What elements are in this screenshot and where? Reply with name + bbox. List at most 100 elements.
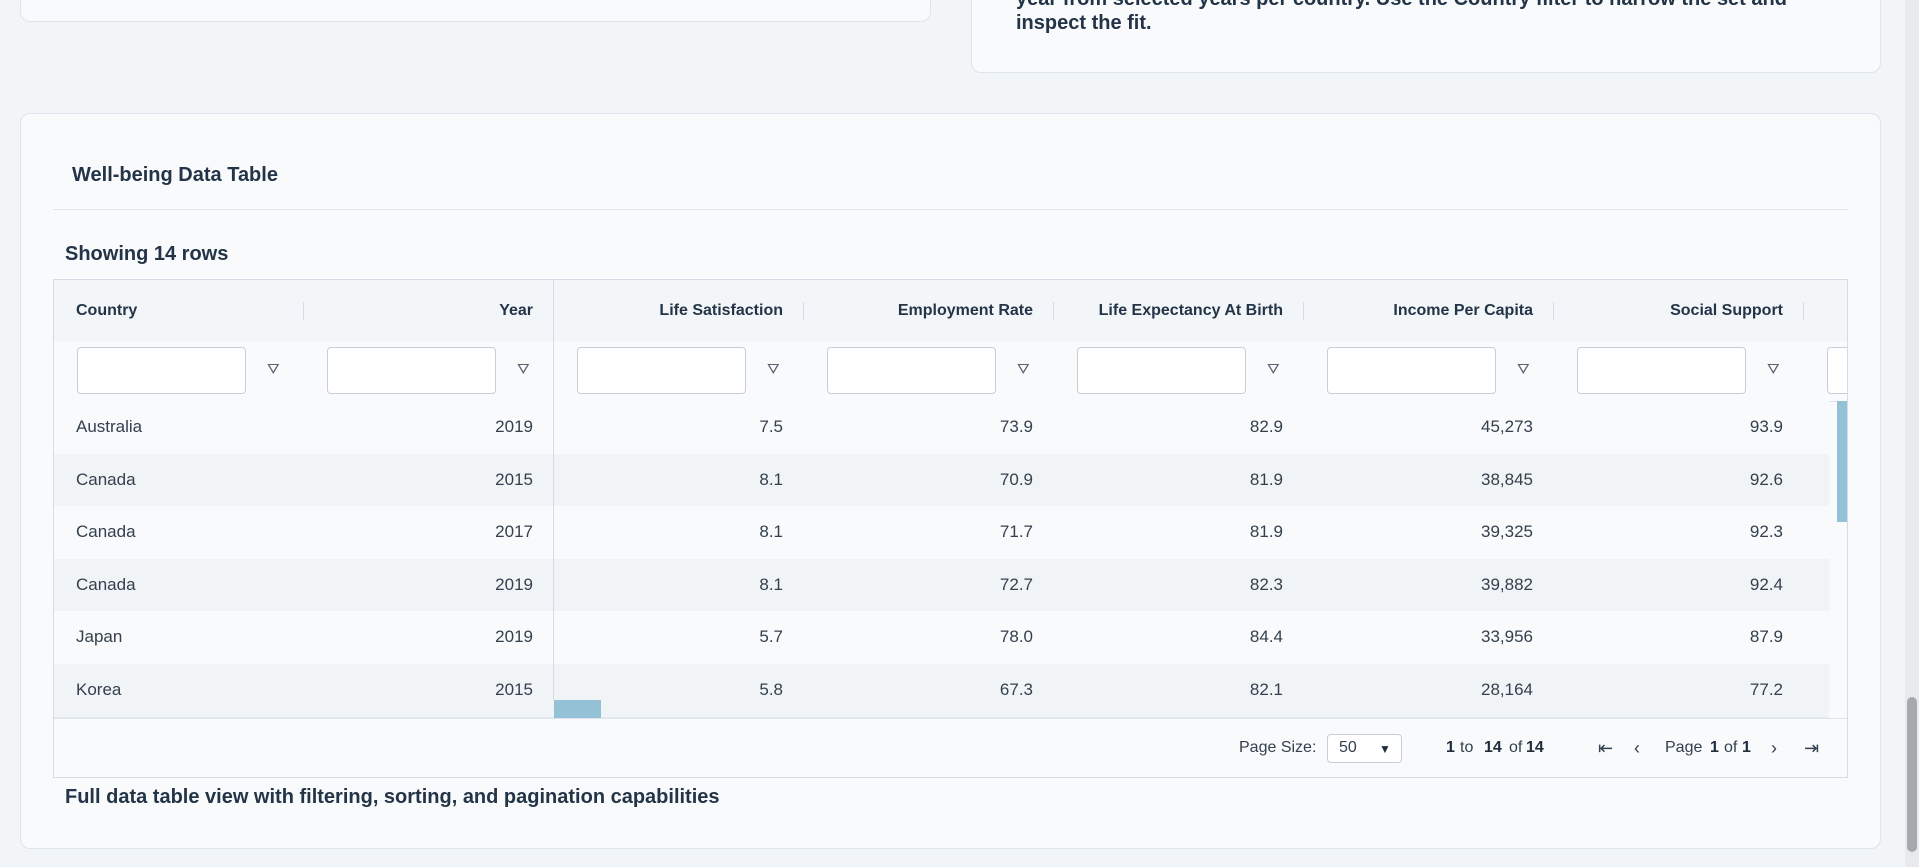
filter-icon[interactable]: ⛛ xyxy=(517,361,530,378)
cell: 8.1 xyxy=(759,469,783,489)
v-scroll-thumb[interactable] xyxy=(1837,401,1847,522)
column-separator xyxy=(1553,302,1554,320)
page-count: 1 xyxy=(1742,739,1751,756)
cell: 39,882 xyxy=(1481,574,1533,594)
column-header[interactable]: Life Satisfaction xyxy=(659,302,783,319)
cell: 28,164 xyxy=(1481,680,1533,699)
column-header[interactable]: Life Expectancy At Birth xyxy=(1098,302,1283,319)
range-of-word: of xyxy=(1509,739,1523,756)
filter-icon[interactable]: ⛛ xyxy=(267,361,280,378)
column-header[interactable]: Employment Rate xyxy=(897,302,1033,319)
cell: 87.9 xyxy=(1749,627,1783,647)
cell: 92.4 xyxy=(1749,574,1783,594)
cell: 39,325 xyxy=(1481,522,1533,542)
page-word: Page xyxy=(1665,739,1703,756)
cell: 2015 xyxy=(495,469,533,489)
pinned-divider xyxy=(553,280,554,700)
scroll-thumb[interactable] xyxy=(1907,697,1917,852)
filter-icon[interactable]: ⛛ xyxy=(1267,361,1280,378)
cell: 73.9 xyxy=(999,417,1033,436)
filter-input[interactable] xyxy=(327,347,496,394)
grid-body: Australia 2019 7.5 73.9 82.9 45,273 93.9 Canada… xyxy=(54,401,1829,700)
cell: Korea xyxy=(76,680,122,699)
cell: 81.9 xyxy=(1249,469,1283,489)
range-to: 14 xyxy=(1484,739,1502,756)
data-grid: Country ⛛ Year ⛛ Life Satisfaction ⛛ Employmen… xyxy=(53,279,1848,778)
filter-input[interactable] xyxy=(1077,347,1246,394)
row-count: Showing 14 rows xyxy=(65,243,229,265)
column-header[interactable]: Year xyxy=(499,302,533,319)
cell: 2019 xyxy=(495,627,533,647)
cell: 33,956 xyxy=(1481,627,1533,647)
intro-line: year from selected years per country. Us… xyxy=(1016,0,1787,11)
dropdown-arrow[interactable]: ▼ xyxy=(1379,742,1391,756)
cell: 82.1 xyxy=(1249,680,1283,699)
cell: 81.9 xyxy=(1249,522,1283,542)
pager-button[interactable]: ‹ xyxy=(1634,738,1640,758)
page-scrollbar[interactable] xyxy=(1905,0,1919,867)
column-header[interactable]: E xyxy=(1804,280,1847,341)
filter-icon[interactable]: ⛛ xyxy=(1017,361,1030,378)
cell: 2019 xyxy=(495,574,533,594)
cell: 70.9 xyxy=(999,469,1033,489)
row-bg xyxy=(54,401,1829,455)
cell: 72.7 xyxy=(999,574,1033,594)
cell: 5.7 xyxy=(759,627,783,647)
caption: Full data table view with filtering, sor… xyxy=(65,786,720,808)
cell: 92.3 xyxy=(1749,522,1783,542)
cell: 5.8 xyxy=(759,680,783,699)
pagination-bar xyxy=(54,718,1847,777)
range-total: 14 xyxy=(1526,739,1544,756)
page-number: 1 xyxy=(1710,739,1719,756)
filter-icon[interactable]: ⛛ xyxy=(1517,361,1530,378)
column-header[interactable]: Social Support xyxy=(1670,302,1783,319)
row-bg xyxy=(54,506,1829,560)
cell: Canada xyxy=(76,574,136,594)
range-from: 1 xyxy=(1446,739,1455,756)
header-row xyxy=(54,280,1847,342)
cell: 45,273 xyxy=(1481,417,1533,436)
column-separator xyxy=(803,302,804,320)
v-scrollbar xyxy=(1837,401,1847,700)
pager-button[interactable]: › xyxy=(1771,738,1777,758)
cell: Canada xyxy=(76,469,136,489)
intro-text: year from selected years per country. Us… xyxy=(1016,0,1787,35)
cell: Japan xyxy=(76,627,123,647)
h-scroll-thumb[interactable] xyxy=(554,700,601,718)
column-separator xyxy=(303,302,304,320)
cell: 77.2 xyxy=(1749,680,1783,699)
pager-button[interactable]: ⇤ xyxy=(1598,738,1614,758)
cell: 84.4 xyxy=(1249,627,1283,647)
cell: 38,845 xyxy=(1481,469,1533,489)
filter-input[interactable] xyxy=(1327,347,1496,394)
filter-input[interactable] xyxy=(1577,347,1746,394)
column-header[interactable]: Income Per Capita xyxy=(1393,302,1533,319)
page-size-label: Page Size: xyxy=(1239,739,1317,756)
cell: 71.7 xyxy=(999,522,1033,542)
cell: 2019 xyxy=(495,417,533,436)
row-bg xyxy=(54,611,1829,665)
pager-button[interactable]: ⇥ xyxy=(1804,738,1820,758)
cell: 82.9 xyxy=(1249,417,1283,436)
cell: Australia xyxy=(76,417,143,436)
card-title: Well-being Data Table xyxy=(72,164,278,186)
cell: 2017 xyxy=(495,522,533,542)
filter-input[interactable] xyxy=(77,347,246,394)
page-size-value: 50 xyxy=(1339,739,1357,756)
cell: 93.9 xyxy=(1749,417,1783,436)
divider xyxy=(53,209,1848,210)
filter-input[interactable] xyxy=(1827,347,1847,394)
column-header[interactable]: Country xyxy=(76,302,138,319)
filter-input[interactable] xyxy=(827,347,996,394)
filter-icon[interactable]: ⛛ xyxy=(1767,361,1780,378)
range-to-word: to xyxy=(1460,739,1474,756)
filter-icon[interactable]: ⛛ xyxy=(767,361,780,378)
column-separator xyxy=(1303,302,1304,320)
cell: 67.3 xyxy=(999,680,1033,699)
filter-input[interactable] xyxy=(577,347,746,394)
cell: 82.3 xyxy=(1249,574,1283,594)
cell: Canada xyxy=(76,522,136,542)
cell: 2015 xyxy=(495,680,533,699)
page-size-select[interactable] xyxy=(1327,734,1402,763)
